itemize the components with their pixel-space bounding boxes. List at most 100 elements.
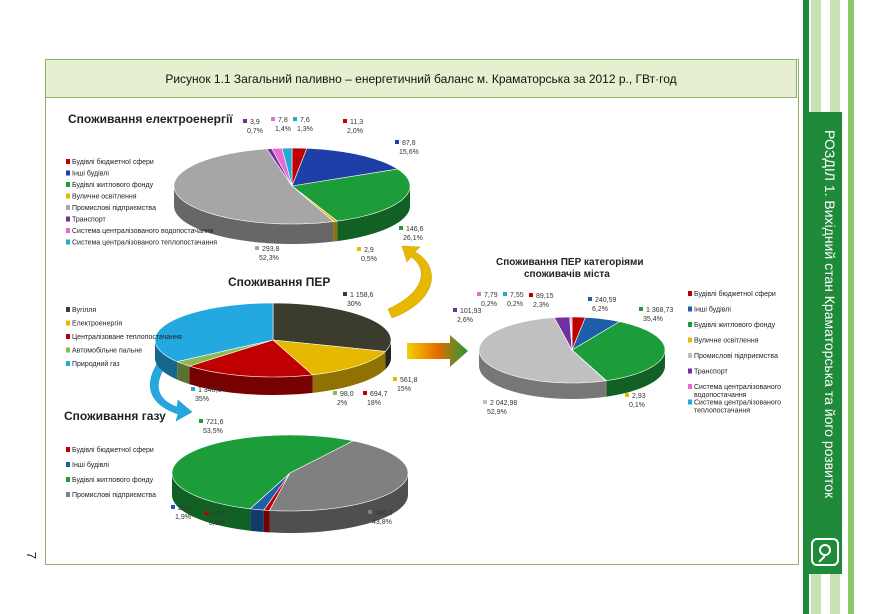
legend-entry-per-2: Централізоване теплопостачання xyxy=(72,333,182,341)
value-label-electricity-1: 87,8 xyxy=(402,140,416,147)
value-label-electricity-5: 3,9 xyxy=(250,119,260,126)
legend-swatch-per_categories-3 xyxy=(688,337,692,343)
value-label-gas-3: 590,5 xyxy=(375,510,393,517)
legend-entry-gas-0: Будівлі бюджетної сфери xyxy=(72,446,154,454)
label-marker-per_categories-2 xyxy=(639,307,643,311)
slice-per-1 xyxy=(272,339,386,376)
legend-swatch-gas-1 xyxy=(66,462,70,467)
slice-per-0 xyxy=(272,302,392,352)
label-marker-gas-0 xyxy=(205,511,209,515)
chart-per_categories: Споживання ПЕР категоріями споживачів міс… xyxy=(453,257,781,416)
value-label-per-4: 1 348,6 xyxy=(198,387,221,394)
legend-swatch-electricity-6 xyxy=(66,228,70,233)
percent-label-electricity-4: 52,3% xyxy=(259,255,279,262)
value-label-electricity-6: 7,8 xyxy=(278,117,288,124)
chart-title-gas: Споживання газу xyxy=(64,409,166,423)
slice-per_categories-1 xyxy=(571,317,621,351)
value-label-gas-1: 26,0 xyxy=(178,505,192,512)
legend-entry-per_categories-4: Промислові підприємства xyxy=(694,352,778,360)
figure-title: Рисунок 1.1 Загальний паливно – енергети… xyxy=(165,72,677,86)
value-label-per-2: 694,7 xyxy=(370,391,388,398)
chart-per: Споживання ПЕР 1 158,6 30% 561,8 15% 694,7 18%… xyxy=(66,275,418,407)
percent-label-gas-0: 0,8% xyxy=(209,520,225,527)
legend-entry-electricity-1: Інші будівлі xyxy=(72,170,109,178)
legend-entry-per_categories-3: Вуличне освітлення xyxy=(694,337,759,345)
slice-side-electricity-3 xyxy=(333,221,338,242)
percent-label-gas-2: 53,5% xyxy=(203,428,223,435)
value-label-per_categories-6: 7,79 xyxy=(484,292,498,299)
label-marker-per_categories-0 xyxy=(529,293,533,297)
legend-swatch-per_categories-4 xyxy=(688,353,692,358)
slice-side-per_categories-4 xyxy=(479,350,606,399)
percent-label-electricity-6: 1,4% xyxy=(275,126,291,133)
percent-label-gas-3: 43,8% xyxy=(372,519,392,526)
slice-side-gas-0 xyxy=(263,510,270,533)
label-marker-per_categories-4 xyxy=(483,400,487,404)
legend-swatch-per-0 xyxy=(66,307,70,312)
value-label-electricity-7: 7,6 xyxy=(300,117,310,124)
chart-title-per: Споживання ПЕР xyxy=(228,275,330,289)
legend-entry-per_categories-6: Система централізованого водопостачання xyxy=(694,383,781,399)
legend-swatch-per-2 xyxy=(66,334,70,339)
label-marker-per-0 xyxy=(343,292,347,296)
slice-gas-2 xyxy=(171,434,355,510)
percent-label-per-1: 15% xyxy=(397,386,411,393)
value-label-gas-0: 10,5 xyxy=(212,511,226,518)
legend-swatch-per_categories-5 xyxy=(688,368,692,374)
magnifier-icon xyxy=(811,538,839,566)
value-label-per-1: 561,8 xyxy=(400,377,418,384)
chart-title-per_categories: Споживання ПЕР категоріями споживачів міс… xyxy=(496,257,644,280)
percent-label-per_categories-1: 6,2% xyxy=(592,306,608,313)
slice-side-per-1 xyxy=(312,351,386,393)
value-label-per_categories-7: 7,55 xyxy=(510,292,524,299)
legend-entry-electricity-5: Транспорт xyxy=(72,217,106,224)
percent-label-per_categories-3: 0,1% xyxy=(629,402,645,409)
slice-per_categories-7 xyxy=(570,316,573,351)
legend-swatch-electricity-3 xyxy=(66,193,70,199)
legend-entry-per_categories-1: Інші будівлі xyxy=(694,306,731,314)
percent-label-per-2: 18% xyxy=(367,400,381,407)
legend-swatch-gas-3 xyxy=(66,492,70,497)
label-marker-electricity-6 xyxy=(271,117,275,121)
percent-label-electricity-2: 26,1% xyxy=(403,235,423,242)
legend-swatch-per_categories-1 xyxy=(688,306,692,312)
chapter-band xyxy=(808,112,842,574)
chart-electricity: Споживання електроенергії 11,3 2,0% 87,8 15,… xyxy=(66,112,424,263)
slice-side-per-3 xyxy=(177,361,190,385)
slice-side-gas-1 xyxy=(250,508,264,533)
percent-label-per_categories-4: 52,9% xyxy=(487,409,507,416)
legend-entry-electricity-6: Система централізованого водопостачання xyxy=(72,227,214,235)
value-label-electricity-3: 2,9 xyxy=(364,247,374,254)
label-marker-electricity-7 xyxy=(293,117,297,121)
legend-entry-per_categories-2: Будівлі житлового фонду xyxy=(694,321,776,329)
percent-label-per_categories-2: 35,4% xyxy=(643,316,663,323)
legend-entry-electricity-2: Будівлі житлового фонду xyxy=(72,181,154,189)
value-label-electricity-0: 11,3 xyxy=(350,119,363,126)
percent-label-per-3: 2% xyxy=(337,400,347,407)
slice-per-2 xyxy=(188,339,314,378)
value-label-per-3: 98,0 xyxy=(340,391,354,398)
legend-entry-per-1: Електроенергія xyxy=(72,320,122,328)
label-marker-electricity-0 xyxy=(343,119,347,123)
legend-swatch-electricity-7 xyxy=(66,239,70,245)
slice-per_categories-4 xyxy=(478,317,607,384)
slice-side-gas-3 xyxy=(269,473,408,533)
legend-swatch-per_categories-7 xyxy=(688,399,692,405)
label-marker-electricity-5 xyxy=(243,119,247,123)
chart-title-electricity: Споживання електроенергії xyxy=(68,112,233,126)
legend-entry-electricity-0: Будівлі бюджетної сфери xyxy=(72,158,154,166)
label-marker-gas-2 xyxy=(199,419,203,423)
label-marker-per-1 xyxy=(393,377,397,381)
legend-entry-gas-3: Промислові підприємства xyxy=(72,491,156,499)
percent-label-per_categories-0: 2,3% xyxy=(533,302,549,309)
value-label-per_categories-3: 2,93 xyxy=(632,393,646,400)
figure-frame xyxy=(45,59,799,565)
legend-swatch-gas-2 xyxy=(66,477,70,482)
label-marker-per-4 xyxy=(191,387,195,391)
percent-label-electricity-0: 2,0% xyxy=(347,128,363,135)
percent-label-gas-1: 1,9% xyxy=(175,514,191,521)
chart-gas: Споживання газу 10,5 0,8% 26,0 1,9% 721,6 53,5… xyxy=(64,409,409,533)
label-marker-electricity-4 xyxy=(255,246,259,250)
label-marker-per-3 xyxy=(333,391,337,395)
